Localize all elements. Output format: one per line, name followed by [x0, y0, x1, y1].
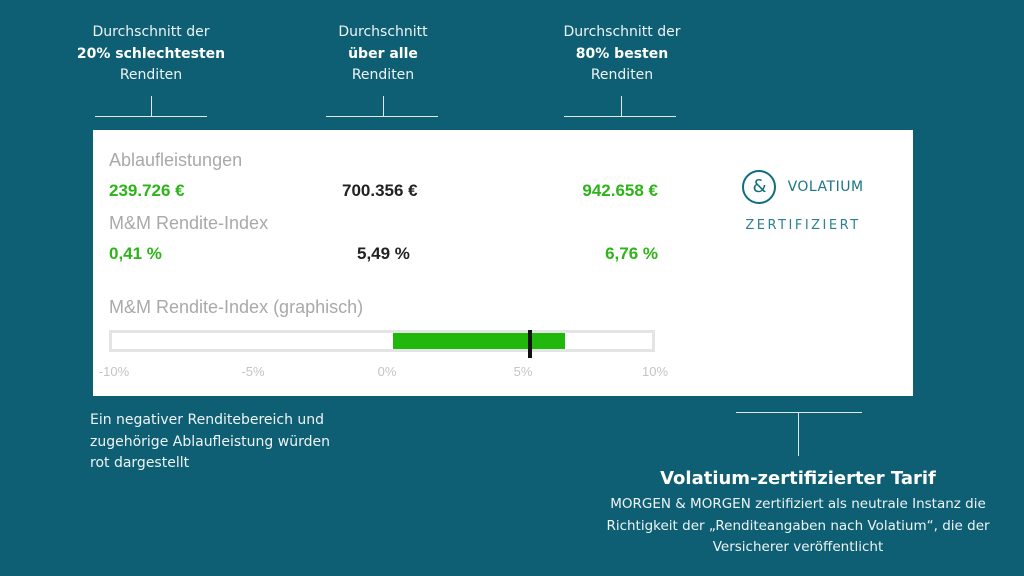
- axis-tick-4: 10%: [641, 364, 669, 379]
- ablauf-label: Ablaufleistungen: [109, 150, 243, 170]
- rendite-best-value: 6,76 %: [605, 244, 658, 263]
- callout-worst: Durchschnitt der 20% schlechtesten Rendi…: [61, 22, 241, 87]
- rendite-bar-track: [109, 330, 655, 358]
- tarif-title: Volatium-zertifizierter Tarif: [660, 468, 936, 489]
- graph-label: M&M Rendite-Index (graphisch): [109, 297, 364, 317]
- callout-all-line2: über alle: [348, 45, 418, 62]
- callout-best-line1: Durchschnitt der: [563, 24, 681, 40]
- ampersand-icon: &: [742, 170, 777, 204]
- axis-tick-0: -10%: [98, 364, 130, 379]
- ablauf-all-value: 700.356 €: [342, 181, 418, 200]
- callout-best-line2: 80% besten: [575, 45, 669, 62]
- axis-tick-1: -5%: [241, 364, 265, 379]
- tarif-text: MORGEN & MORGEN zertifiziert als neutral…: [606, 496, 990, 555]
- callout-worst-line: [95, 116, 207, 117]
- result-card: Ablaufleistungen 239.726 € 700.356 € 942…: [93, 130, 913, 396]
- callout-worst-tick: [151, 96, 152, 116]
- tarif-line: [736, 412, 862, 413]
- volatium-logo: & VOLATIUM ZERTIFIZIERT: [733, 170, 873, 233]
- callout-all-tick: [383, 96, 384, 116]
- axis-tick-3: 5%: [513, 364, 533, 379]
- rendite-range-bar: [393, 333, 565, 349]
- negative-note: Ein negativer Renditebereich und zugehör…: [90, 412, 330, 471]
- callout-best-line: [564, 116, 676, 117]
- callout-worst-line2: 20% schlechtesten: [76, 45, 226, 62]
- rendite-average-marker: [528, 330, 533, 358]
- ablauf-best-value: 942.658 €: [582, 181, 658, 200]
- callout-all-line3: Renditen: [351, 67, 415, 83]
- rendite-label: M&M Rendite-Index: [109, 213, 269, 233]
- logo-name: VOLATIUM: [787, 179, 864, 195]
- callout-best-tick: [621, 96, 622, 116]
- callout-best-line3: Renditen: [590, 67, 654, 83]
- ablauf-worst-value: 239.726 €: [109, 181, 185, 200]
- callout-worst-line3: Renditen: [119, 67, 183, 83]
- axis-tick-2: 0%: [377, 364, 397, 379]
- logo-certified: ZERTIFIZIERT: [745, 218, 861, 233]
- callout-best: Durchschnitt der 80% besten Renditen: [532, 22, 712, 87]
- callout-all: Durchschnitt über alle Renditen: [293, 22, 473, 87]
- callout-all-line1: Durchschnitt: [338, 24, 428, 40]
- callout-all-line: [326, 116, 438, 117]
- callout-worst-line1: Durchschnitt der: [92, 24, 210, 40]
- rendite-all-value: 5,49 %: [357, 244, 410, 263]
- rendite-worst-value: 0,41 %: [109, 244, 162, 263]
- tarif-tick: [798, 412, 799, 456]
